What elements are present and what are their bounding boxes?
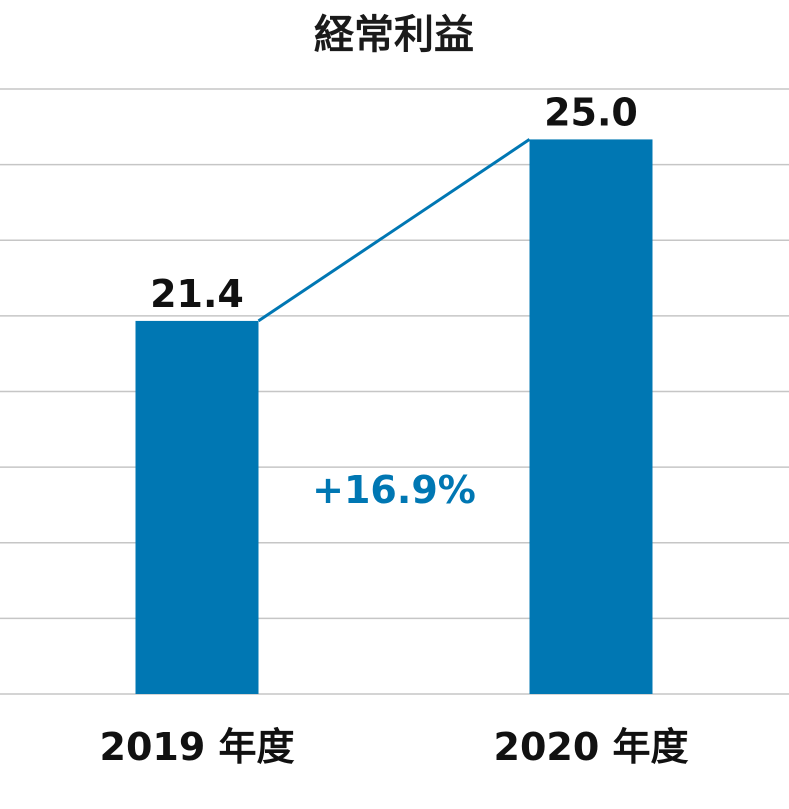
bar-value-label: 21.4 [150, 272, 244, 316]
growth-annotation: +16.9% [312, 468, 476, 512]
chart-title: 経常利益 [314, 12, 474, 58]
gridlines [0, 88, 789, 695]
bar [135, 320, 259, 694]
bar-value-label: 25.0 [544, 90, 638, 134]
category-label: 2019 年度 [100, 725, 295, 769]
category-label: 2020 年度 [494, 725, 689, 769]
bars: 21.4 2019 年度 25.0 2020 年度 [100, 90, 689, 769]
bar [529, 139, 653, 694]
growth-trend-line [257, 138, 531, 323]
